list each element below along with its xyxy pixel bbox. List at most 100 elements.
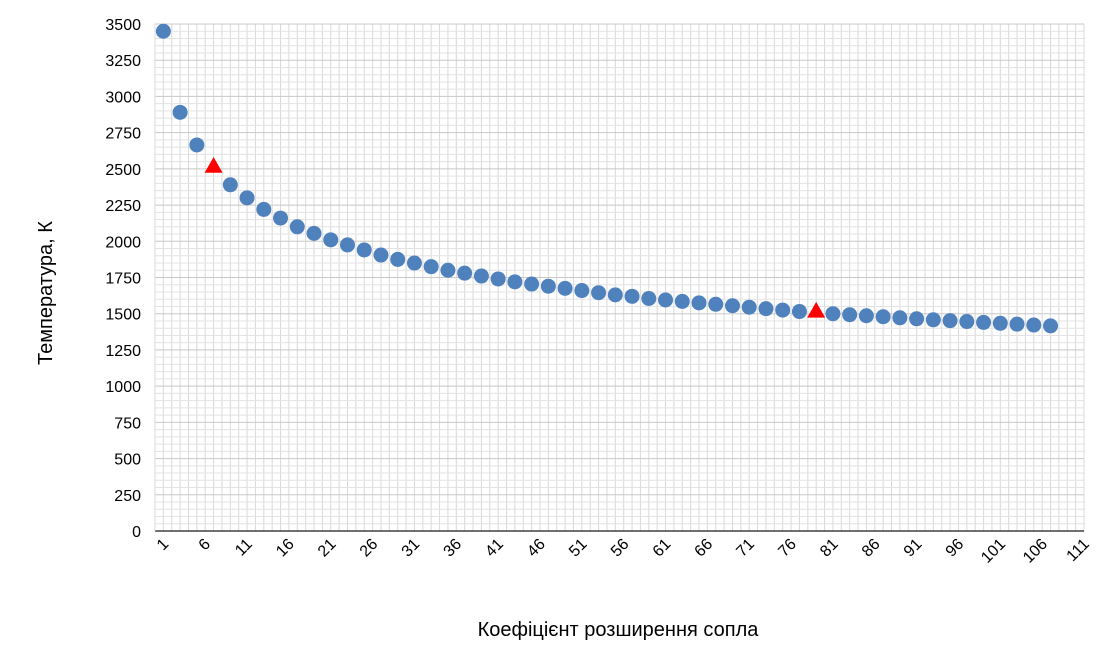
y-tick-label: 2000 [105, 234, 141, 251]
data-point-circle [791, 304, 807, 320]
x-tick-label: 41 [482, 536, 507, 561]
data-point-circle [724, 298, 740, 314]
data-point-circle [323, 232, 339, 248]
data-point-triangle [204, 156, 223, 173]
x-tick-label: 86 [859, 536, 884, 561]
x-tick-label: 36 [441, 536, 466, 561]
data-point-circle [892, 310, 908, 326]
grid [154, 23, 1085, 532]
y-tick-label: 2500 [105, 162, 141, 179]
y-tick-label: 750 [114, 415, 141, 432]
data-point-circle [574, 283, 590, 299]
x-tick-label: 26 [357, 536, 382, 561]
data-point-circle [741, 299, 757, 315]
data-point-circle [1043, 318, 1059, 334]
data-point-circle [1026, 317, 1042, 333]
data-point-circle [356, 242, 372, 258]
data-point-circle [289, 219, 305, 235]
x-tick-label: 66 [692, 536, 717, 561]
data-point-circle [189, 137, 205, 153]
data-point-circle [239, 190, 255, 206]
x-tick-label: 71 [733, 536, 758, 561]
data-points [155, 23, 1059, 334]
data-point-circle [925, 312, 941, 328]
y-tick-label: 250 [114, 488, 141, 505]
x-tick-label: 81 [817, 536, 842, 561]
data-point-circle [858, 308, 874, 324]
x-tick-label: 101 [978, 536, 1009, 567]
data-point-circle [155, 23, 171, 39]
x-tick-label: 46 [524, 536, 549, 561]
data-point-circle [825, 306, 841, 322]
data-point-circle [406, 255, 422, 271]
y-tick-label: 500 [114, 452, 141, 469]
data-point-circle [222, 177, 238, 193]
y-tick-label: 0 [132, 524, 141, 541]
data-point-circle [490, 271, 506, 287]
x-tick-label: 31 [399, 536, 424, 561]
x-tick-label: 61 [650, 536, 675, 561]
x-tick-label: 6 [196, 536, 214, 554]
x-tick-label: 91 [901, 536, 926, 561]
x-tick-label: 111 [1064, 536, 1093, 565]
y-tick-label: 1750 [105, 271, 141, 288]
data-point-circle [540, 278, 556, 294]
data-point-circle [172, 104, 188, 120]
x-tick-label: 56 [608, 536, 633, 561]
data-point-circle [842, 307, 858, 323]
x-tick-label: 106 [1020, 536, 1051, 567]
y-tick-label: 3250 [105, 53, 141, 70]
data-point-circle [875, 309, 891, 325]
data-point-circle [674, 293, 690, 309]
data-point-circle [909, 311, 925, 327]
data-point-circle [1009, 316, 1025, 332]
data-point-triangle [807, 301, 826, 318]
data-point-circle [976, 314, 992, 330]
y-tick-label: 3500 [105, 17, 141, 34]
y-tick-labels: 0 250 500 750 1000 1250 1500 1750 2000 2250 2500 27… [105, 17, 141, 541]
data-point-circle [775, 302, 791, 318]
data-point-circle [641, 291, 657, 307]
x-tick-label: 21 [315, 536, 340, 561]
data-point-circle [423, 259, 439, 275]
data-point-circle [256, 201, 272, 217]
data-point-circle [624, 288, 640, 304]
data-point-circle [306, 225, 322, 241]
x-tick-label: 76 [775, 536, 800, 561]
data-point-circle [557, 280, 573, 296]
y-tick-label: 1500 [105, 307, 141, 324]
y-tick-label: 1000 [105, 379, 141, 396]
data-point-circle [390, 251, 406, 267]
x-tick-label: 1 [154, 536, 172, 554]
data-point-circle [959, 314, 975, 330]
data-point-circle [524, 276, 540, 292]
y-tick-label: 3000 [105, 89, 141, 106]
data-point-circle [373, 247, 389, 263]
y-axis-title: Температура, К [35, 221, 57, 365]
data-point-circle [942, 313, 958, 329]
data-point-circle [440, 262, 456, 278]
y-tick-label: 1250 [105, 343, 141, 360]
data-point-circle [758, 301, 774, 317]
data-point-circle [607, 287, 623, 303]
data-point-circle [591, 285, 607, 301]
data-point-circle [658, 292, 674, 308]
x-tick-label: 11 [232, 536, 256, 560]
axes [154, 24, 1084, 532]
data-point-circle [473, 268, 489, 284]
data-point-circle [992, 315, 1008, 331]
x-tick-labels: 1 6 11 16 21 26 31 36 41 46 51 56 61 66 71 76 81 86 91 96 10… [154, 536, 1093, 567]
x-tick-label: 51 [566, 536, 591, 561]
y-tick-label: 2250 [105, 198, 141, 215]
data-point-circle [339, 237, 355, 253]
x-axis-title: Коефіцієнт розширення сопла [478, 619, 760, 641]
data-point-circle [507, 274, 523, 290]
data-point-circle [273, 210, 289, 226]
y-tick-label: 2750 [105, 126, 141, 143]
x-tick-label: 96 [943, 536, 968, 561]
x-tick-label: 16 [273, 536, 298, 561]
data-point-circle [691, 295, 707, 311]
data-point-circle [708, 296, 724, 312]
